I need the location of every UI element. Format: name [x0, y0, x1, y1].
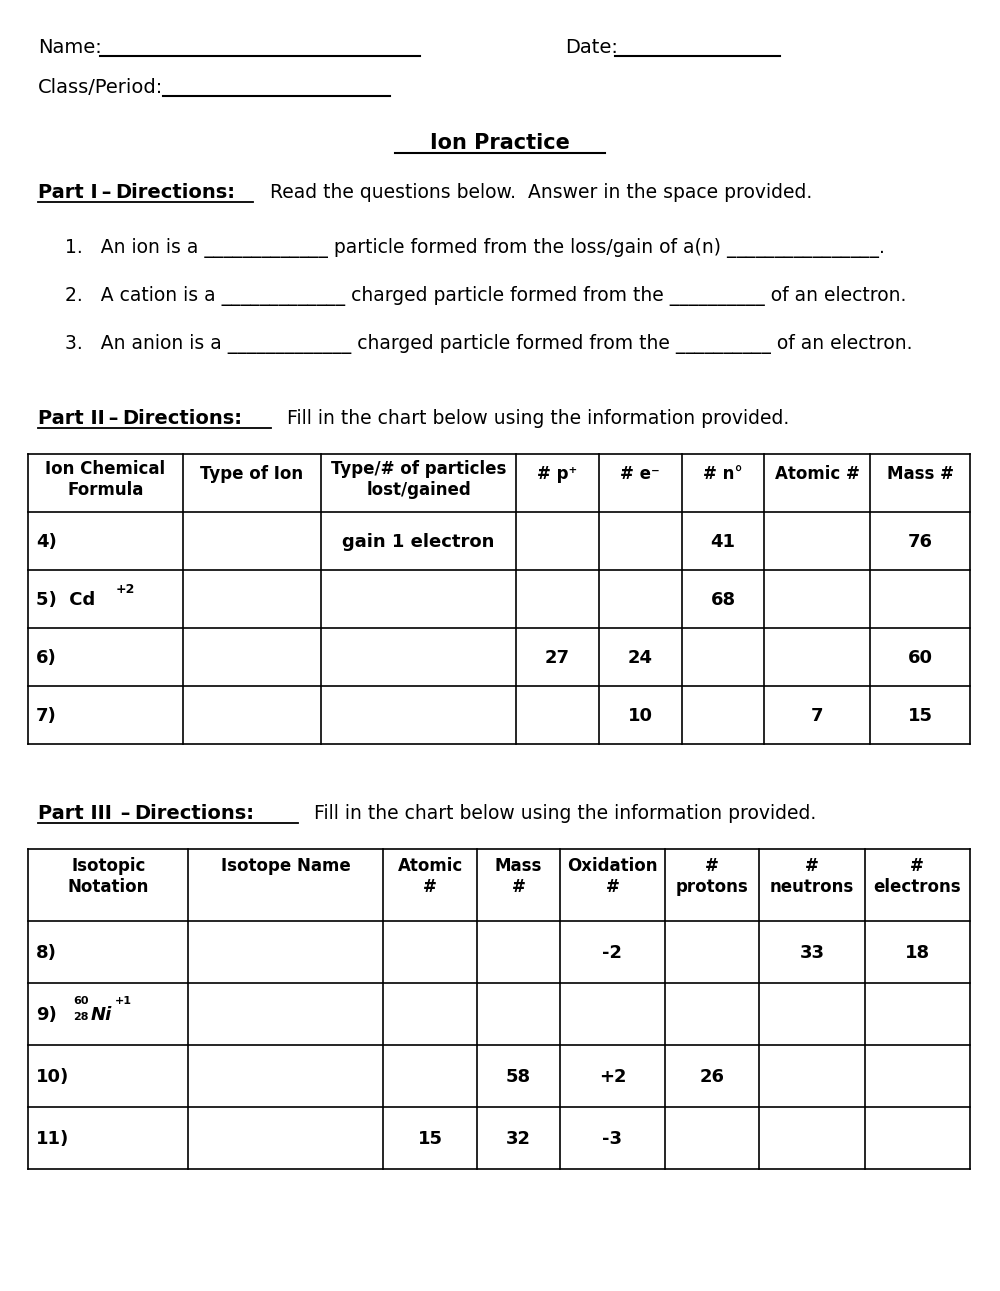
Text: Directions:: Directions: — [134, 804, 254, 822]
Text: +2: +2 — [599, 1068, 626, 1086]
Text: Class/Period:: Class/Period: — [38, 77, 163, 97]
Text: –: – — [114, 804, 137, 822]
Text: 7: 7 — [811, 707, 823, 726]
Text: # e⁻: # e⁻ — [620, 465, 660, 483]
Text: Directions:: Directions: — [115, 183, 235, 201]
Text: 41: 41 — [711, 533, 736, 551]
Text: 1.   An ion is a _____________ particle formed from the loss/gain of a(n) ______: 1. An ion is a _____________ particle fo… — [65, 238, 885, 258]
Text: Part III: Part III — [38, 804, 112, 822]
Text: Oxidation
#: Oxidation # — [567, 857, 658, 896]
Text: 6): 6) — [36, 649, 57, 667]
Text: #
neutrons: # neutrons — [770, 857, 854, 896]
Text: +2: +2 — [116, 584, 135, 596]
Text: –: – — [102, 409, 125, 429]
Text: Ion Chemical
Formula: Ion Chemical Formula — [45, 460, 166, 498]
Text: 27: 27 — [545, 649, 570, 667]
Text: Mass
#: Mass # — [495, 857, 542, 896]
Text: 24: 24 — [628, 649, 653, 667]
Text: 9): 9) — [36, 1006, 57, 1024]
Text: 60: 60 — [908, 649, 933, 667]
Text: 60: 60 — [73, 995, 88, 1006]
Text: Part II: Part II — [38, 409, 105, 429]
Text: 26: 26 — [700, 1068, 725, 1086]
Text: -2: -2 — [602, 944, 622, 962]
Text: #
electrons: # electrons — [873, 857, 961, 896]
Text: Name:: Name: — [38, 37, 102, 57]
Text: #
protons: # protons — [676, 857, 749, 896]
Text: 15: 15 — [418, 1130, 443, 1148]
Text: 10): 10) — [36, 1068, 69, 1086]
Text: 58: 58 — [506, 1068, 531, 1086]
Text: Type/# of particles
lost/gained: Type/# of particles lost/gained — [331, 460, 506, 498]
Text: Fill in the chart below using the information provided.: Fill in the chart below using the inform… — [302, 804, 816, 822]
Text: Type of Ion: Type of Ion — [200, 465, 304, 483]
Text: 28: 28 — [73, 1012, 88, 1022]
Text: Part I: Part I — [38, 183, 98, 201]
Text: 5)  Cd: 5) Cd — [36, 591, 95, 609]
Text: 7): 7) — [36, 707, 57, 726]
Text: 18: 18 — [905, 944, 930, 962]
Text: 33: 33 — [799, 944, 824, 962]
Text: –: – — [95, 183, 118, 201]
Text: Atomic #: Atomic # — [775, 465, 860, 483]
Text: Isotope Name: Isotope Name — [221, 857, 351, 875]
Text: Date:: Date: — [565, 37, 618, 57]
Text: Atomic
#: Atomic # — [398, 857, 463, 896]
Text: Read the questions below.  Answer in the space provided.: Read the questions below. Answer in the … — [258, 183, 812, 201]
Text: 2.   A cation is a _____________ charged particle formed from the __________ of : 2. A cation is a _____________ charged p… — [65, 287, 906, 306]
Text: 3.   An anion is a _____________ charged particle formed from the __________ of : 3. An anion is a _____________ charged p… — [65, 334, 912, 354]
Text: 4): 4) — [36, 533, 57, 551]
Text: Directions:: Directions: — [122, 409, 242, 429]
Text: 32: 32 — [506, 1130, 531, 1148]
Text: Ni: Ni — [91, 1006, 112, 1024]
Text: 8): 8) — [36, 944, 57, 962]
Text: 68: 68 — [710, 591, 736, 609]
Text: -3: -3 — [602, 1130, 622, 1148]
Text: Fill in the chart below using the information provided.: Fill in the chart below using the inform… — [275, 409, 789, 429]
Text: Ion Practice: Ion Practice — [430, 133, 570, 154]
Text: 11): 11) — [36, 1130, 69, 1148]
Text: 15: 15 — [908, 707, 933, 726]
Text: # p⁺: # p⁺ — [537, 465, 578, 483]
Text: Mass #: Mass # — [887, 465, 954, 483]
Text: # n°: # n° — [703, 465, 743, 483]
Text: +1: +1 — [115, 995, 132, 1006]
Text: gain 1 electron: gain 1 electron — [342, 533, 495, 551]
Text: 76: 76 — [908, 533, 933, 551]
Text: Isotopic
Notation: Isotopic Notation — [68, 857, 149, 896]
Text: 10: 10 — [628, 707, 653, 726]
